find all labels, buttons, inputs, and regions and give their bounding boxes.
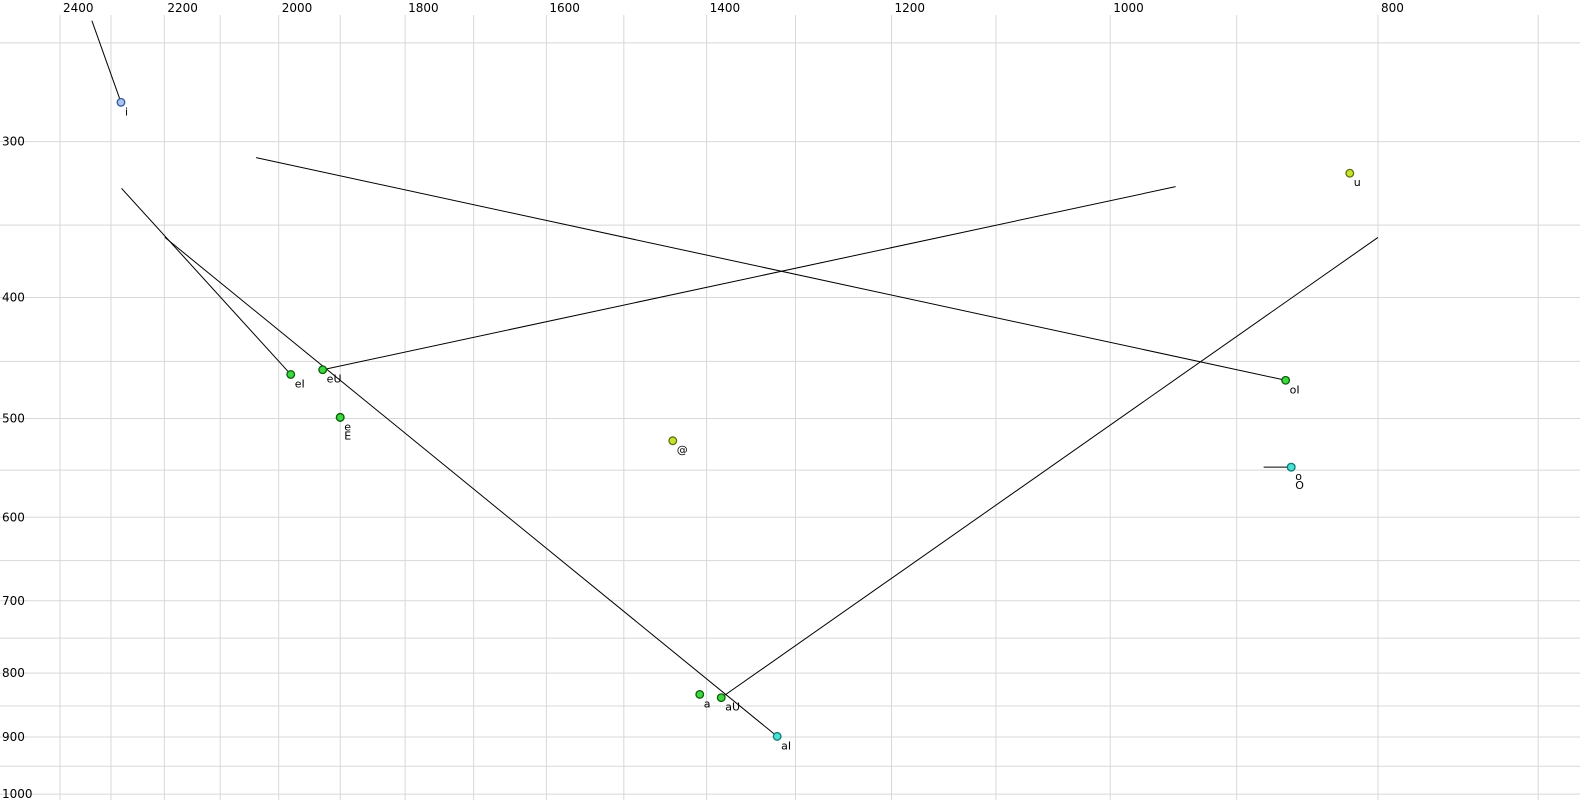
x-axis-tick-label-1600: 1600 [549, 1, 580, 15]
vowel-label-O: O [1295, 479, 1304, 492]
vowel-point-aI [772, 731, 782, 741]
vowel-label-i: i [125, 105, 128, 118]
x-axis-tick-label-2000: 2000 [282, 1, 313, 15]
glide-line-aI [164, 237, 778, 737]
x-axis-tick-label-1000: 1000 [1113, 1, 1144, 15]
x-axis-tick-label-1400: 1400 [710, 1, 741, 15]
x-axis-tick-label-800: 800 [1381, 1, 1404, 15]
vowel-label-eU: eU [327, 373, 342, 386]
vowel-point-O [1286, 462, 1296, 472]
vowel-point-eI [286, 369, 296, 379]
glide-line-aU [720, 237, 1379, 699]
vowel-point-oI [1281, 375, 1291, 385]
y-axis-tick-label-300: 300 [2, 135, 25, 149]
vowel-point-a [695, 689, 705, 699]
y-axis-tick-label-1000: 1000 [2, 787, 33, 800]
vowel-point-@ [668, 436, 678, 446]
y-axis-tick-label-600: 600 [2, 510, 25, 524]
y-axis-tick-label-900: 900 [2, 730, 25, 744]
glide-line-i [91, 20, 122, 103]
y-axis-tick-label-800: 800 [2, 666, 25, 680]
vowel-point-E [335, 412, 345, 422]
y-axis-tick-label-500: 500 [2, 411, 25, 425]
x-axis-tick-label-2200: 2200 [167, 1, 198, 15]
y-axis-tick-label-700: 700 [2, 594, 25, 608]
vowel-label-@: @ [677, 444, 688, 457]
glide-line-eI [121, 187, 292, 375]
x-axis-tick-label-1800: 1800 [408, 1, 439, 15]
x-axis-tick-label-2400: 2400 [63, 1, 94, 15]
vowel-label-u: u [1354, 176, 1361, 189]
vowel-point-eU [318, 365, 328, 375]
vowel-point-i [116, 97, 126, 107]
vowel-label-a: a [704, 697, 711, 710]
vowel-point-aU [716, 693, 726, 703]
y-axis-tick-label-400: 400 [2, 291, 25, 305]
glide-line-oI [256, 157, 1286, 381]
x-axis-tick-label-1200: 1200 [895, 1, 926, 15]
vowel-label-oI: oI [1290, 383, 1300, 396]
glide-line-eU [322, 186, 1176, 371]
vowel-label-o: o [1295, 470, 1302, 483]
vowel-label-eI: eI [295, 377, 305, 390]
vowel-label-aU: aU [725, 701, 740, 714]
vowel-label-aI: aI [781, 739, 791, 752]
vowel-label-E: E [344, 429, 351, 442]
vowel-point-u [1345, 168, 1355, 178]
vowel-label-e: e [344, 420, 351, 433]
